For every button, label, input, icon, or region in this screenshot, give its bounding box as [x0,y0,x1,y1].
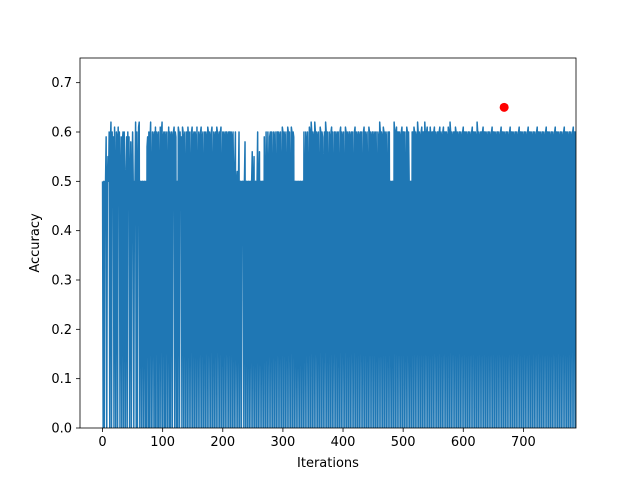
y-axis: 0.0 0.1 0.2 0.3 0.4 0.5 0.6 0.7 [51,76,80,437]
y-axis-label: Accuracy [28,213,43,273]
x-axis: 0 100 200 300 400 500 600 700 [98,428,536,450]
y-tick-label: 0.0 [51,422,72,437]
y-tick-label: 0.1 [51,372,72,387]
x-tick-label: 0 [98,435,106,450]
y-tick-label: 0.6 [51,126,72,141]
x-tick-label: 500 [391,435,416,450]
plot-area [79,57,577,429]
x-tick-label: 300 [270,435,295,450]
plot-frame [79,57,577,429]
y-tick-label: 0.4 [51,224,72,239]
series-group [101,121,576,428]
max-accuracy-point [499,102,509,112]
y-tick-label: 0.7 [51,76,72,91]
x-axis-label: Iterations [297,456,359,471]
y-tick-label: 0.3 [51,274,72,289]
x-tick-label: 200 [210,435,235,450]
series-line [101,121,576,428]
x-tick-label: 100 [150,435,175,450]
y-tick-label: 0.5 [51,175,72,190]
x-tick-label: 600 [451,435,476,450]
x-tick-label: 400 [331,435,356,450]
x-tick-label: 700 [511,435,536,450]
y-tick-label: 0.2 [51,323,72,338]
